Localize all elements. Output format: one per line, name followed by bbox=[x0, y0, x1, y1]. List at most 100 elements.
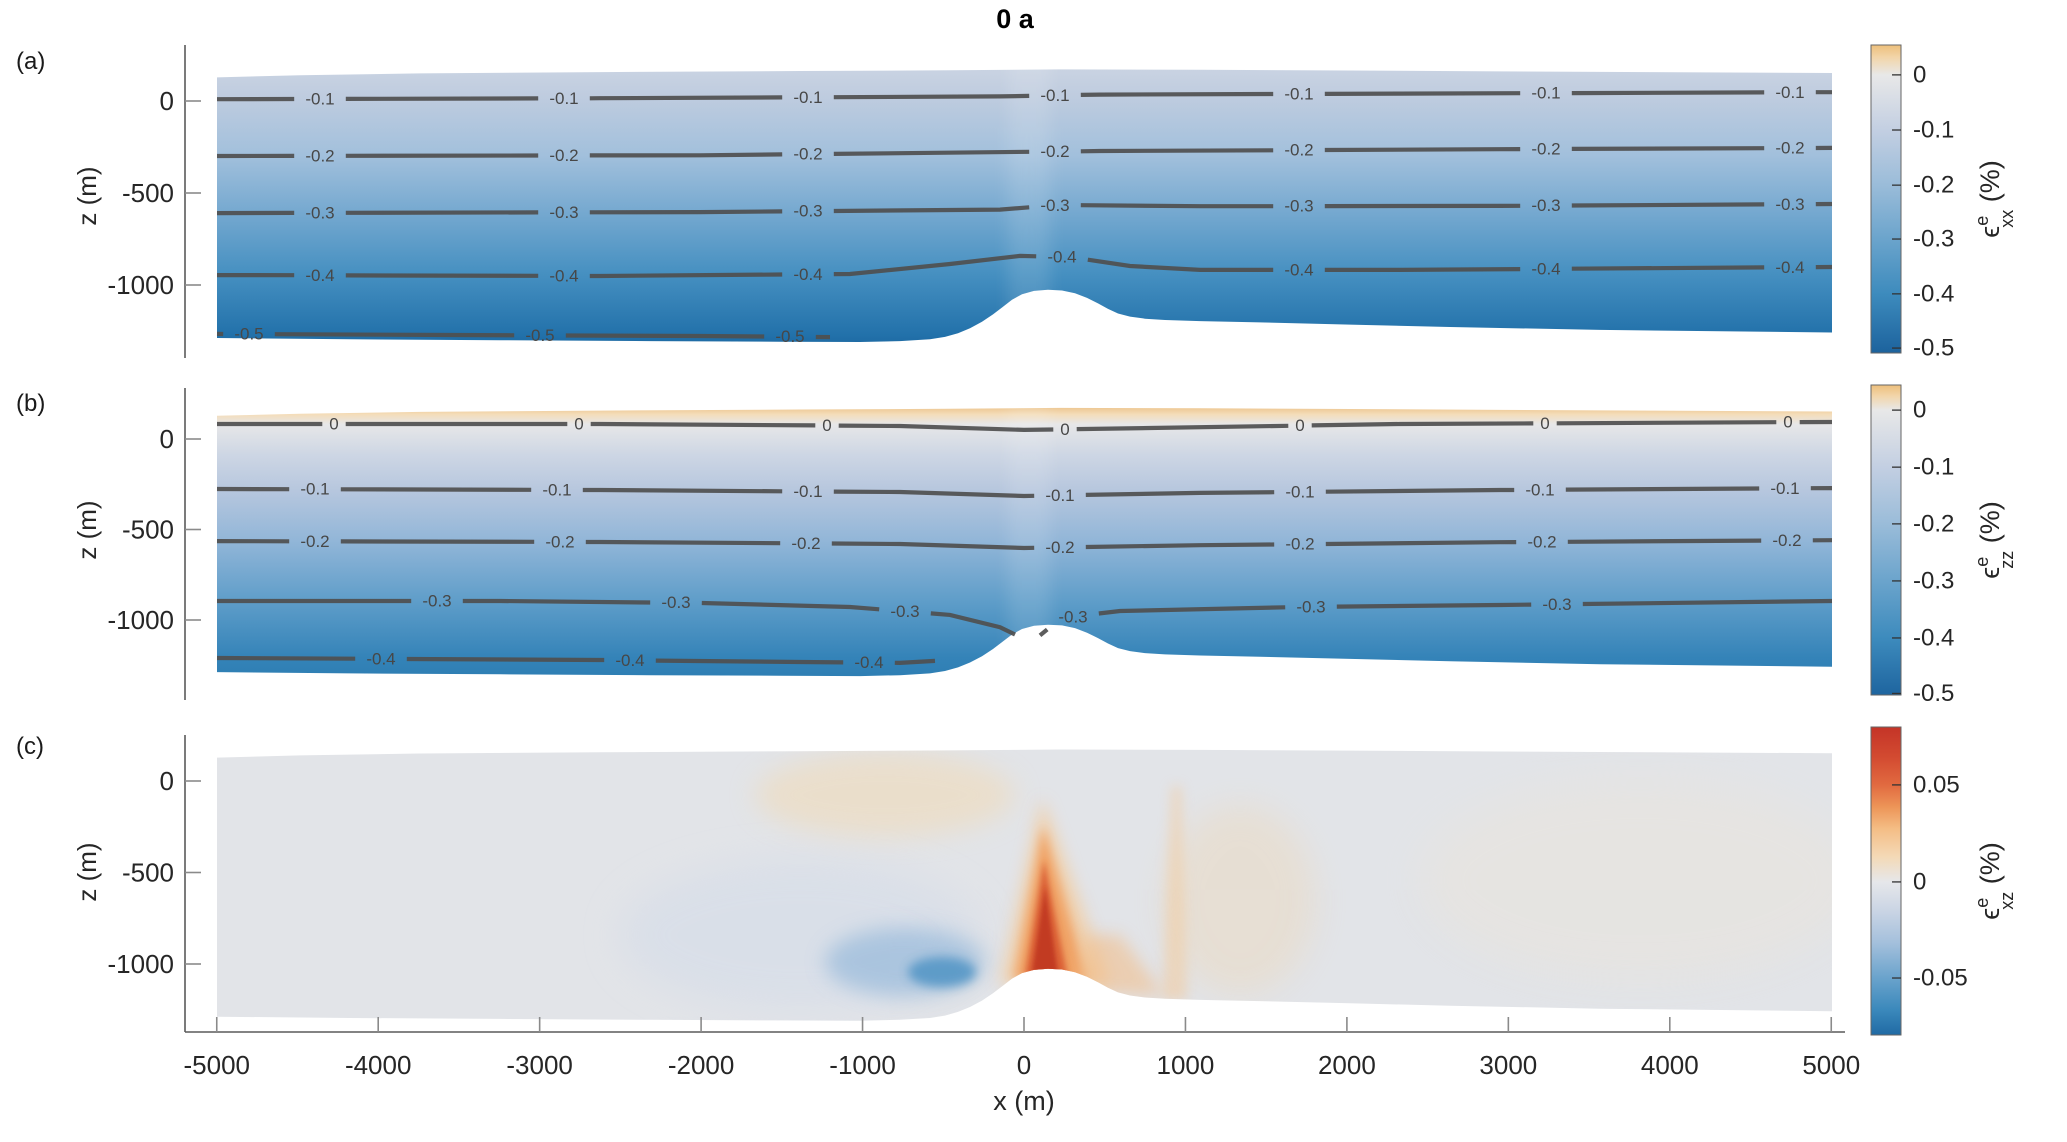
panel-c-letter: (c) bbox=[16, 733, 44, 760]
contour-line--0.4 bbox=[216, 253, 1833, 279]
contour-label: 0 bbox=[1540, 414, 1549, 433]
contour-label: -0.2 bbox=[1284, 141, 1313, 160]
colorbar-tick-label: -0.5 bbox=[1913, 680, 1954, 707]
strain-blob bbox=[1420, 780, 1832, 980]
contour-label: -0.3 bbox=[1296, 597, 1325, 616]
contour-label: 0 bbox=[822, 416, 831, 435]
y-tick-label: -1000 bbox=[108, 270, 175, 300]
y-tick-label: -500 bbox=[122, 178, 174, 208]
contour-label: -0.4 bbox=[1775, 258, 1804, 277]
x-tick-label: 5000 bbox=[1802, 1050, 1860, 1080]
strain-blob bbox=[1165, 805, 1315, 995]
contour-label: -0.4 bbox=[1531, 259, 1560, 278]
contour-label: -0.3 bbox=[890, 602, 919, 621]
contour-label: -0.1 bbox=[1775, 83, 1804, 102]
contour-line--0.1 bbox=[216, 486, 1833, 499]
x-tick-label: -3000 bbox=[506, 1050, 573, 1080]
x-axis-label: x (m) bbox=[993, 1086, 1055, 1116]
strain-blob bbox=[1075, 935, 1165, 996]
colorbar-tick-label: -0.3 bbox=[1913, 567, 1954, 594]
panel-c-ylabel: z (m) bbox=[72, 842, 102, 902]
colorbar: 0 -0.1 -0.2 -0.3 -0.4 -0.5 ϵe xx (%) bbox=[1870, 44, 2017, 362]
contour-label: -0.1 bbox=[305, 89, 334, 108]
colorbar-tick-label: -0.1 bbox=[1913, 117, 1954, 144]
x-tick-label: 1000 bbox=[1157, 1050, 1215, 1080]
panel-a-letter: (a) bbox=[16, 48, 46, 75]
x-tick-label: 0 bbox=[1017, 1050, 1031, 1080]
colorbar-tick-label: -0.4 bbox=[1913, 280, 1954, 307]
contour-label: -0.1 bbox=[1040, 86, 1069, 105]
contour-label: -0.3 bbox=[549, 203, 578, 222]
x-tick-label: -2000 bbox=[668, 1050, 735, 1080]
contour-label: -0.3 bbox=[793, 202, 822, 221]
contour-label: -0.4 bbox=[1284, 260, 1313, 279]
contour-label: -0.2 bbox=[1285, 535, 1314, 554]
contour-line--0.5 bbox=[216, 331, 831, 340]
contour-label: 0 bbox=[1060, 420, 1069, 439]
contour-label: -0.1 bbox=[542, 480, 571, 499]
contour-label: -0.4 bbox=[793, 265, 822, 284]
colorbar-tick-label: -0.2 bbox=[1913, 510, 1954, 537]
colorbar-gradient bbox=[1870, 384, 1902, 696]
x-tick-label: -4000 bbox=[345, 1050, 412, 1080]
contour-label: -0.1 bbox=[1531, 84, 1560, 103]
contour-label: -0.5 bbox=[525, 326, 554, 345]
y-tick-label: -1000 bbox=[108, 949, 175, 979]
contour-line--0.3 bbox=[216, 201, 1833, 216]
contour-label: 0 bbox=[574, 414, 583, 433]
colorbar: 0.05 0 -0.05 ϵe xz (%) bbox=[1870, 726, 2017, 1036]
contour-label: -0.2 bbox=[1531, 140, 1560, 159]
x-tick-label: 2000 bbox=[1318, 1050, 1376, 1080]
contour-label: -0.1 bbox=[300, 480, 329, 499]
y-tick-label: -1000 bbox=[108, 605, 175, 635]
contour-line--0.2 bbox=[216, 538, 1833, 551]
contour-label: -0.3 bbox=[1284, 197, 1313, 216]
contour-label: -0.2 bbox=[793, 145, 822, 164]
contour-label: -0.1 bbox=[793, 88, 822, 107]
contour-label: -0.1 bbox=[1770, 479, 1799, 498]
contour-line--0.4 bbox=[216, 655, 936, 666]
colorbar-tick-label: -0.05 bbox=[1913, 965, 1968, 992]
contour-label: -0.4 bbox=[305, 266, 334, 285]
contour-line--0.1 bbox=[216, 90, 1832, 102]
x-tick-label: 3000 bbox=[1479, 1050, 1537, 1080]
contour-label: -0.1 bbox=[793, 482, 822, 501]
contour-label: -0.5 bbox=[234, 325, 263, 344]
contour-label: -0.2 bbox=[549, 146, 578, 165]
colorbar-tick-label: -0.3 bbox=[1913, 226, 1954, 253]
contour-label: -0.5 bbox=[775, 327, 804, 346]
contour-label: 0 bbox=[1783, 413, 1792, 432]
contour-label: -0.1 bbox=[549, 89, 578, 108]
contour-line--0.3 bbox=[217, 598, 1016, 637]
strain-blob bbox=[908, 957, 976, 987]
contour-label: -0.4 bbox=[549, 266, 578, 285]
contour-label: -0.4 bbox=[615, 651, 644, 670]
panel-b-ylabel: z (m) bbox=[72, 500, 102, 560]
contour-label: -0.2 bbox=[1772, 531, 1801, 550]
panel-b-letter: (b) bbox=[16, 390, 46, 417]
colorbar-tick-label: 0.05 bbox=[1913, 771, 1960, 798]
contour-label: 0 bbox=[1295, 416, 1304, 435]
colorbar-tick-label: 0 bbox=[1913, 61, 1926, 88]
light-band bbox=[1008, 407, 1050, 677]
contour-label: -0.3 bbox=[1775, 195, 1804, 214]
contour-line--0.3 bbox=[1038, 598, 1833, 638]
colorbar-tick-label: -0.1 bbox=[1913, 454, 1954, 481]
contour-label: -0.2 bbox=[545, 532, 574, 551]
panel-c: 0 -500 -1000 bbox=[108, 735, 1832, 1032]
contour-label: -0.3 bbox=[1040, 196, 1069, 215]
contour-label: -0.3 bbox=[1058, 608, 1087, 627]
contour-label: -0.3 bbox=[305, 203, 334, 222]
contour-label: -0.3 bbox=[422, 591, 451, 610]
contour-label: -0.1 bbox=[1285, 482, 1314, 501]
colorbar-tick-label: 0 bbox=[1913, 397, 1926, 424]
contour-label: -0.4 bbox=[1047, 247, 1076, 266]
colorbar-axis-label: ϵe xx (%) bbox=[1972, 160, 2017, 237]
contour-label: -0.2 bbox=[791, 534, 820, 553]
colorbar-axis-label: ϵe xz (%) bbox=[1972, 842, 2017, 919]
colorbar-gradient bbox=[1870, 44, 1902, 354]
colorbar-tick-label: -0.4 bbox=[1913, 624, 1954, 651]
strain-blob bbox=[1032, 886, 1058, 974]
